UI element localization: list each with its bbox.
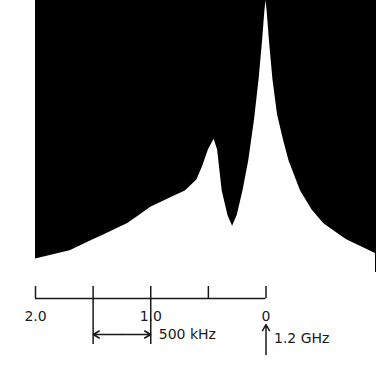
svg-text:2.0: 2.0 — [24, 308, 46, 324]
svg-text:500 kHz: 500 kHz — [159, 326, 216, 342]
svg-text:0: 0 — [262, 308, 271, 324]
svg-text:1.0: 1.0 — [139, 308, 162, 324]
svg-text:1.2 GHz: 1.2 GHz — [274, 330, 329, 346]
